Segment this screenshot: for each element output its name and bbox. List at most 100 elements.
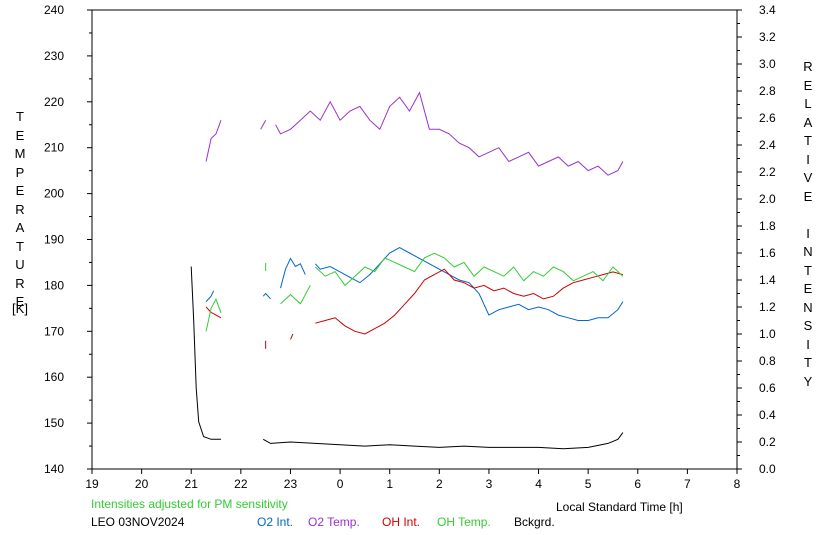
- x-tick-label: 3: [486, 477, 493, 491]
- y-right-tick-label: 2.8: [759, 84, 776, 98]
- legend-oh-temp: OH Temp.: [437, 515, 491, 529]
- x-tick-label: 2: [436, 477, 443, 491]
- series-segment: [275, 91, 624, 176]
- x-tick-label: 4: [535, 477, 542, 491]
- axis-label-letter: E: [803, 188, 813, 204]
- series-o2-int: [205, 247, 624, 321]
- series-oh-int: [205, 268, 624, 349]
- y-right-tick-label: 2.6: [759, 111, 776, 125]
- x-tick-label: 23: [284, 477, 298, 491]
- series-segment: [262, 432, 624, 450]
- series-segment: [315, 268, 624, 335]
- series-bckgrd: [190, 266, 624, 450]
- axis-label-letter: E: [15, 183, 25, 198]
- y-right-tick-label: 2.2: [759, 165, 776, 179]
- series-o2-temp: [205, 91, 624, 176]
- series-oh-temp: [205, 252, 624, 332]
- axis-label-letter: Y: [803, 373, 813, 389]
- legend-oh-int: OH Int.: [382, 515, 421, 529]
- axis-label-letter: I: [806, 336, 810, 352]
- axis-label-letter: A: [803, 114, 813, 130]
- axis-label-letter: T: [804, 355, 812, 370]
- x-tick-label: 1: [386, 477, 393, 491]
- y-left-axis-unit: [K]: [12, 301, 28, 316]
- y-left-tick-label: 190: [44, 233, 64, 247]
- y-right-tick-label: 0.8: [759, 354, 776, 368]
- y-right-tick-label: 1.6: [759, 246, 776, 260]
- y-right-tick-label: 2.4: [759, 138, 776, 152]
- sensitivity-note: Intensities adjusted for PM sensitivity: [91, 497, 288, 511]
- x-tick-label: 21: [185, 477, 199, 491]
- axis-label-letter: M: [14, 146, 26, 161]
- y-right-tick-label: 1.2: [759, 300, 776, 314]
- axis-label-letter: U: [15, 257, 25, 272]
- axis-label-letter: E: [803, 281, 813, 296]
- series-segment: [262, 292, 271, 300]
- y-left-tick-label: 240: [44, 3, 64, 17]
- axis-label-letter: I: [806, 151, 810, 167]
- station-date: LEO 03NOV2024: [91, 515, 185, 529]
- x-tick-label: 20: [135, 477, 149, 491]
- y-left-tick-label: 200: [44, 187, 64, 201]
- y-right-tick-label: 3.0: [759, 57, 776, 71]
- axis-label-letter: [800, 206, 816, 225]
- axis-label-letter: N: [803, 244, 813, 259]
- axis-label-letter: T: [804, 133, 812, 148]
- axis-label-letter: E: [15, 127, 25, 143]
- plot-frame: [91, 9, 738, 470]
- series-segment: [205, 290, 215, 302]
- x-tick-label: 5: [585, 477, 592, 491]
- axis-label-letter: E: [803, 77, 813, 93]
- axis-label-letter: N: [803, 299, 813, 315]
- series-segment: [314, 247, 624, 321]
- legend-o2-temp: O2 Temp.: [308, 515, 360, 529]
- x-tick-label: 22: [234, 477, 248, 491]
- series-segment: [280, 257, 306, 289]
- series-segment: [205, 306, 222, 319]
- axis-label-letter: P: [15, 164, 25, 180]
- series-segment: [314, 252, 624, 287]
- axis-label-letter: T: [16, 109, 24, 124]
- y-left-tick-label: 220: [44, 95, 64, 109]
- axis-label-letter: T: [16, 238, 24, 254]
- y-right-tick-label: 1.4: [759, 273, 776, 287]
- y-right-tick-label: 0.2: [759, 435, 776, 449]
- series-segment: [290, 333, 294, 340]
- axis-label-letter: R: [15, 275, 25, 291]
- y-right-tick-label: 0.4: [759, 408, 776, 422]
- axis-label-letter: S: [803, 318, 813, 333]
- axis-label-letter: E: [15, 294, 25, 309]
- legend-bckgrd: Bckgrd.: [514, 515, 555, 529]
- series-segment: [280, 285, 311, 305]
- y-left-tick-label: 170: [44, 324, 64, 338]
- axis-label-letter: T: [804, 262, 812, 278]
- y-left-tick-label: 150: [44, 416, 64, 430]
- y-right-tick-label: 0.6: [759, 381, 776, 395]
- axis-label-letter: I: [806, 225, 810, 241]
- y-right-tick-label: 0.0: [759, 462, 776, 476]
- series-segment: [260, 119, 267, 130]
- x-tick-label: 8: [734, 477, 741, 491]
- y-right-tick-label: 3.2: [759, 30, 776, 44]
- axis-label-letter: V: [803, 170, 813, 185]
- y-left-tick-label: 140: [44, 462, 64, 476]
- series-segment: [205, 120, 222, 162]
- y-right-tick-label: 3.4: [759, 3, 776, 17]
- y-right-tick-label: 1.8: [759, 219, 776, 233]
- y-left-tick-label: 210: [44, 141, 64, 155]
- x-tick-label: 6: [634, 477, 641, 491]
- axis-label-letter: R: [15, 201, 25, 217]
- x-tick-label: 0: [337, 477, 344, 491]
- y-left-tick-label: 230: [44, 49, 64, 63]
- y-right-tick-label: 2.0: [759, 192, 776, 206]
- x-axis-label: Local Standard Time [h]: [556, 500, 683, 514]
- series-segment: [190, 266, 221, 440]
- axis-label-letter: L: [804, 96, 812, 111]
- x-tick-label: 19: [85, 477, 99, 491]
- axis-label-letter: A: [15, 220, 25, 235]
- legend-o2-int: O2 Int.: [257, 515, 294, 529]
- y-left-tick-label: 180: [44, 278, 64, 292]
